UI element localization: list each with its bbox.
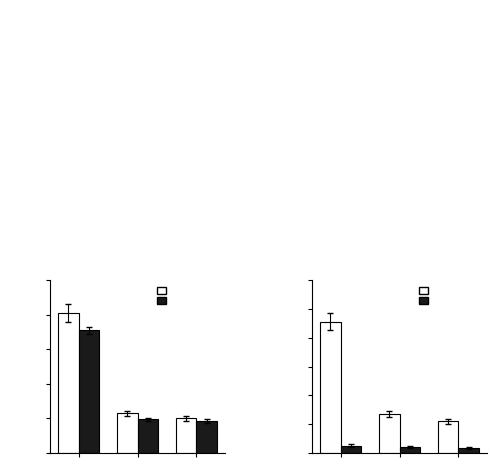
Bar	[79, 330, 99, 453]
Bar	[340, 446, 361, 453]
Bar	[437, 421, 457, 453]
Bar	[58, 313, 79, 453]
Bar	[175, 418, 196, 453]
Bar	[117, 413, 137, 453]
Bar	[137, 419, 158, 453]
Bar	[196, 421, 216, 453]
Legend: 武育粕7号, tcm11: 武育粕7号, tcm11	[417, 285, 481, 306]
Bar	[399, 447, 419, 453]
Bar	[457, 448, 478, 453]
Bar	[378, 414, 399, 453]
Bar	[320, 322, 340, 453]
Legend: 武育粕7号, tcm11: 武育粕7号, tcm11	[155, 285, 220, 306]
